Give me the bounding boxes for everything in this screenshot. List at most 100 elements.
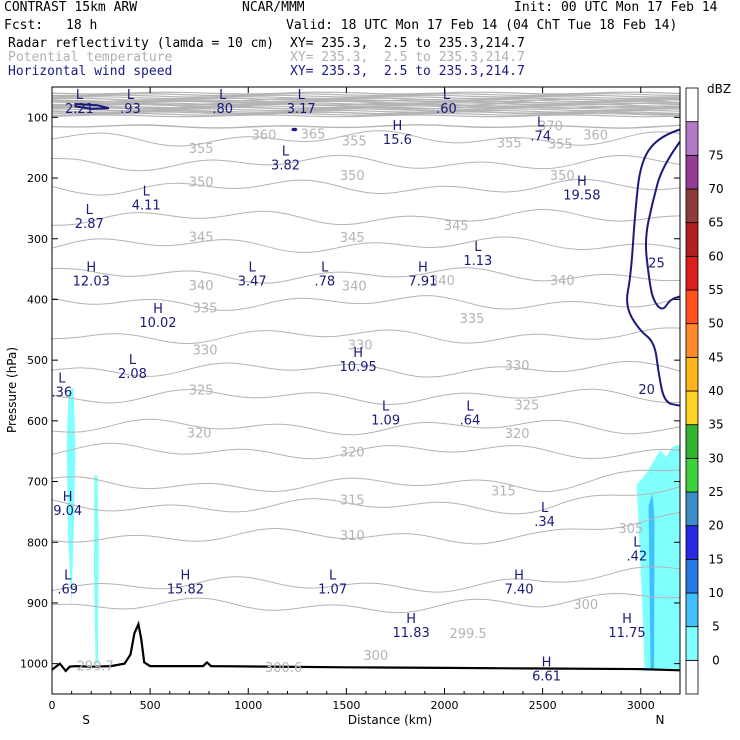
- colorbar-tick-label: 10: [708, 586, 723, 600]
- colorbar-title: dBZ: [707, 82, 731, 96]
- wind-extremum-value: 1.07: [318, 582, 347, 597]
- theta-contour-dense: [51, 109, 681, 113]
- theta-contour-dense: [51, 100, 681, 104]
- reflectivity-layer: [66, 387, 680, 671]
- wind-extremum-value: 12.03: [73, 275, 110, 290]
- wind-minimum-marker: L: [282, 145, 290, 160]
- theta-contour-label: 350: [550, 169, 575, 184]
- colorbar-swatch: [685, 424, 699, 459]
- theta-contour-dense: [51, 94, 681, 98]
- wind-maximum-marker: H: [393, 119, 403, 134]
- wind-extremum-value: 7.40: [505, 582, 534, 597]
- theta-contour-label: 299.7: [77, 660, 114, 675]
- wind-minimum-marker: L: [537, 115, 545, 130]
- wind-extremum-value: .36: [51, 386, 72, 401]
- colorbar-swatch: [685, 323, 699, 358]
- theta-contour: [51, 469, 681, 493]
- wind-minimum-marker: L: [58, 372, 66, 387]
- theta-contour-label: 305: [619, 522, 644, 537]
- theta-contour: [51, 511, 681, 545]
- colorbar-swatch: [685, 659, 699, 695]
- theta-contour-label: 365: [301, 127, 326, 142]
- field-name-wind: Horizontal wind speed: [8, 64, 173, 79]
- contour-labels-layer: 370 365 360 360 355 355 355 355 350 350 350 345 345 3…: [51, 88, 664, 685]
- wind-minimum-marker: L: [443, 88, 451, 103]
- theta-contour-dense: [51, 99, 681, 103]
- theta-contour-label: 335: [193, 302, 218, 317]
- wind-extremum-value: .93: [120, 102, 141, 117]
- theta-contour-dense: [51, 103, 680, 107]
- colorbar-tick-label: 15: [708, 552, 723, 566]
- theta-contour-label: 320: [187, 427, 212, 442]
- wind-minimum-marker: L: [127, 88, 135, 103]
- theta-contour-label: 355: [189, 142, 214, 157]
- colorbar-swatch: [685, 188, 699, 224]
- field-xy-theta: XY= 235.3, 2.5 to 235.3,214.7: [290, 50, 525, 65]
- wind-extremum-value: .42: [626, 550, 647, 565]
- x-axis-label: Distance (km): [348, 713, 432, 727]
- colorbar-tick-label: 50: [708, 317, 723, 331]
- colorbar-tick-label: 35: [708, 418, 723, 432]
- theta-contour-label: 320: [505, 427, 530, 442]
- theta-contour-label: 325: [515, 399, 540, 414]
- colorbar-swatch: [685, 154, 699, 190]
- wind-extremum-value: 11.75: [608, 626, 645, 641]
- forecast-label: Fcst:: [4, 18, 44, 33]
- colorbar: 0 5 10 15 20 25 30 35 40 45 50 55 60 65 70 75 dBZ: [685, 82, 731, 695]
- theta-contour-dense: [51, 102, 681, 106]
- wind-extremum-value: 2.21: [65, 102, 94, 117]
- theta-contour-label: 370: [538, 119, 563, 134]
- theta-contour: [51, 593, 681, 614]
- wind-minimum-marker: L: [129, 353, 137, 368]
- x-tick-label: 0: [49, 699, 56, 712]
- terrain-layer: [51, 620, 681, 673]
- colorbar-tick-label: 65: [708, 216, 723, 230]
- field-name-theta: Potential temperature: [8, 50, 173, 65]
- theta-contours-layer: [51, 91, 681, 614]
- wind-extremum-value: 4.11: [132, 199, 161, 214]
- south-end-label: S: [82, 713, 90, 727]
- x-tick-label: 2500: [529, 699, 557, 712]
- wind-extremum-value: .80: [212, 102, 233, 117]
- wind-extremum-value: 11.83: [393, 626, 430, 641]
- wind-minimum-marker: L: [86, 203, 94, 218]
- theta-contour-label: 355: [497, 136, 522, 151]
- wind-extremum-value: 15.6: [383, 133, 412, 148]
- theta-contour-label: 345: [444, 219, 469, 234]
- field-xy-wind: XY= 235.3, 2.5 to 235.3,214.7: [290, 64, 525, 79]
- x-tick-label: 1500: [332, 699, 360, 712]
- theta-contour-label: 320: [340, 445, 365, 460]
- y-tick-label: 300: [27, 233, 48, 246]
- wind-extremum-value: 9.04: [53, 504, 82, 519]
- field-name-reflectivity: Radar reflectivity (lamda = 10 cm): [8, 36, 275, 51]
- organization-label: NCAR/MMM: [242, 0, 305, 15]
- colorbar-swatch: [685, 491, 699, 527]
- theta-contour-label: 340: [550, 274, 575, 289]
- colorbar-tick-label: 60: [708, 249, 723, 263]
- theta-contour: [51, 209, 681, 226]
- wind-minimum-marker: L: [143, 185, 151, 200]
- colorbar-tick-label: 5: [712, 620, 720, 634]
- colorbar-tick-label: 40: [708, 384, 723, 398]
- wind-extremum-value: 3.47: [238, 275, 267, 290]
- theta-contour: [51, 267, 681, 284]
- theta-contour-dense: [51, 112, 680, 116]
- colorbar-swatch: [685, 558, 699, 594]
- theta-contour-dense: [51, 97, 681, 101]
- theta-contour-label: 350: [340, 169, 365, 184]
- wind-minimum-marker: L: [298, 88, 306, 103]
- wind-minimum-marker: L: [249, 261, 257, 276]
- theta-contour: [51, 360, 681, 378]
- theta-contour-label: 360: [583, 129, 608, 144]
- y-tick-label: 900: [27, 597, 48, 610]
- wind-maximum-marker: H: [406, 612, 416, 627]
- theta-contour-dense: [51, 96, 681, 100]
- theta-contour-label: 355: [548, 138, 573, 153]
- x-tick-label: 1000: [234, 699, 262, 712]
- wind-extremum-value: 1.09: [371, 414, 400, 429]
- reflectivity-cell-south-2: [94, 475, 99, 664]
- wind-minimum-marker: L: [321, 261, 329, 276]
- theta-contour-label: 340: [430, 274, 455, 289]
- forecast-hour: 18 h: [66, 18, 98, 33]
- colorbar-swatch: [685, 222, 699, 257]
